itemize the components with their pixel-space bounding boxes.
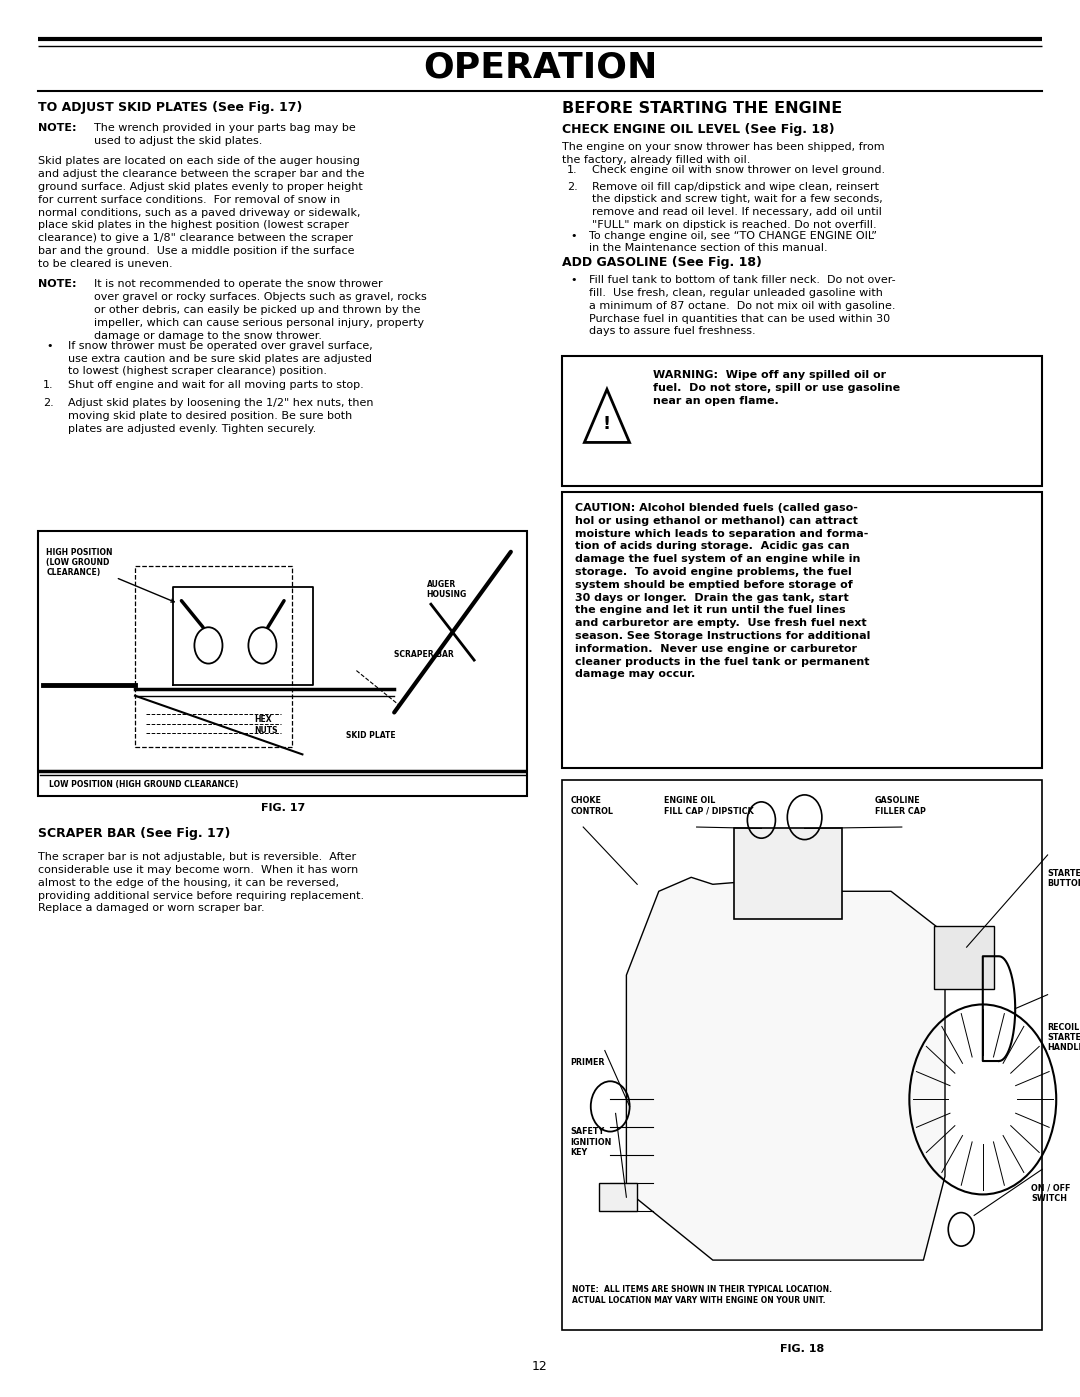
Text: LOW POSITION (HIGH GROUND CLEARANCE): LOW POSITION (HIGH GROUND CLEARANCE) [49, 781, 238, 789]
Text: NOTE:  ALL ITEMS ARE SHOWN IN THEIR TYPICAL LOCATION.
ACTUAL LOCATION MAY VARY W: NOTE: ALL ITEMS ARE SHOWN IN THEIR TYPIC… [572, 1285, 833, 1305]
Text: CHECK ENGINE OIL LEVEL (See Fig. 18): CHECK ENGINE OIL LEVEL (See Fig. 18) [562, 123, 834, 136]
Text: NOTE:: NOTE: [38, 123, 77, 133]
Text: WARNING:  Wipe off any spilled oil or
fuel.  Do not store, spill or use gasoline: WARNING: Wipe off any spilled oil or fue… [653, 370, 901, 407]
Text: Remove oil fill cap/dipstick and wipe clean, reinsert
the dipstick and screw tig: Remove oil fill cap/dipstick and wipe cl… [592, 182, 882, 231]
Text: SAFETY
IGNITION
KEY: SAFETY IGNITION KEY [570, 1127, 611, 1157]
Text: 2.: 2. [567, 182, 578, 191]
Bar [562, 780, 1042, 1330]
Text: HEX
NUTS: HEX NUTS [254, 715, 278, 735]
Text: •: • [570, 231, 577, 240]
Text: To change engine oil, see “TO CHANGE ENGINE OIL”
in the Maintenance section of t: To change engine oil, see “TO CHANGE ENG… [589, 231, 877, 253]
Text: Shut off engine and wait for all moving parts to stop.: Shut off engine and wait for all moving … [68, 380, 364, 390]
Text: FIG. 17: FIG. 17 [261, 803, 305, 813]
Text: OPERATION: OPERATION [422, 50, 658, 84]
Text: •: • [570, 275, 577, 285]
Polygon shape [584, 390, 630, 443]
Text: AUGER
HOUSING: AUGER HOUSING [427, 580, 467, 599]
Text: 2.: 2. [43, 398, 54, 408]
Text: 1.: 1. [43, 380, 54, 390]
Text: CHOKE
CONTROL: CHOKE CONTROL [570, 796, 613, 816]
Polygon shape [626, 877, 945, 1260]
Text: SKID PLATE: SKID PLATE [346, 732, 395, 740]
Circle shape [949, 1056, 1016, 1143]
Text: NOTE:: NOTE: [38, 279, 77, 289]
Bar [934, 926, 994, 989]
Text: Check engine oil with snow thrower on level ground.: Check engine oil with snow thrower on le… [592, 165, 885, 175]
Text: The wrench provided in your parts bag may be
used to adjust the skid plates.: The wrench provided in your parts bag ma… [94, 123, 355, 145]
Text: Fill fuel tank to bottom of tank filler neck.  Do not over-
fill.  Use fresh, cl: Fill fuel tank to bottom of tank filler … [589, 275, 895, 337]
Text: 1.: 1. [567, 165, 578, 175]
Text: RECOIL
STARTER
HANDLE: RECOIL STARTER HANDLE [1048, 1023, 1080, 1052]
Bar [562, 356, 1042, 486]
Text: ON / OFF
SWITCH: ON / OFF SWITCH [1031, 1183, 1070, 1203]
Text: FIG. 18: FIG. 18 [780, 1344, 824, 1354]
Text: TO ADJUST SKID PLATES (See Fig. 17): TO ADJUST SKID PLATES (See Fig. 17) [38, 101, 302, 113]
Text: GASOLINE
FILLER CAP: GASOLINE FILLER CAP [875, 796, 926, 816]
Text: •: • [46, 341, 53, 351]
Text: PRIMER: PRIMER [570, 1058, 605, 1066]
Text: The scraper bar is not adjustable, but is reversible.  After
considerable use it: The scraper bar is not adjustable, but i… [38, 852, 364, 914]
Text: If snow thrower must be operated over gravel surface,
use extra caution and be s: If snow thrower must be operated over gr… [68, 341, 373, 376]
Text: CAUTION: Alcohol blended fuels (called gaso-
hol or using ethanol or methanol) c: CAUTION: Alcohol blended fuels (called g… [575, 503, 869, 679]
Text: The engine on your snow thrower has been shipped, from
the factory, already fill: The engine on your snow thrower has been… [562, 142, 885, 165]
Text: SCRAPER BAR: SCRAPER BAR [394, 650, 454, 658]
Bar [38, 531, 527, 796]
Text: HIGH POSITION
(LOW GROUND
CLEARANCE): HIGH POSITION (LOW GROUND CLEARANCE) [46, 548, 174, 602]
Text: ENGINE OIL
FILL CAP / DIPSTICK: ENGINE OIL FILL CAP / DIPSTICK [664, 796, 754, 816]
Text: !: ! [603, 415, 611, 433]
Text: Skid plates are located on each side of the auger housing
and adjust the clearan: Skid plates are located on each side of … [38, 156, 364, 268]
Text: 12: 12 [532, 1359, 548, 1373]
Bar [562, 492, 1042, 768]
Text: Adjust skid plates by loosening the 1/2" hex nuts, then
moving skid plate to des: Adjust skid plates by loosening the 1/2"… [68, 398, 374, 433]
Bar [599, 1183, 637, 1211]
Text: BEFORE STARTING THE ENGINE: BEFORE STARTING THE ENGINE [562, 101, 841, 116]
Text: ADD GASOLINE (See Fig. 18): ADD GASOLINE (See Fig. 18) [562, 256, 761, 268]
Bar [734, 828, 842, 919]
Text: STARTER
BUTTON: STARTER BUTTON [1048, 869, 1080, 888]
Text: SCRAPER BAR (See Fig. 17): SCRAPER BAR (See Fig. 17) [38, 827, 230, 840]
Text: It is not recommended to operate the snow thrower
over gravel or rocky surfaces.: It is not recommended to operate the sno… [94, 279, 427, 341]
